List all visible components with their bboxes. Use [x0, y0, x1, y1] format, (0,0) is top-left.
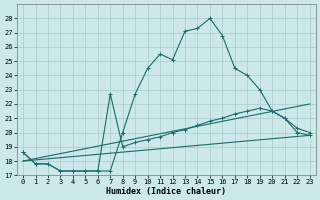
X-axis label: Humidex (Indice chaleur): Humidex (Indice chaleur): [106, 187, 226, 196]
